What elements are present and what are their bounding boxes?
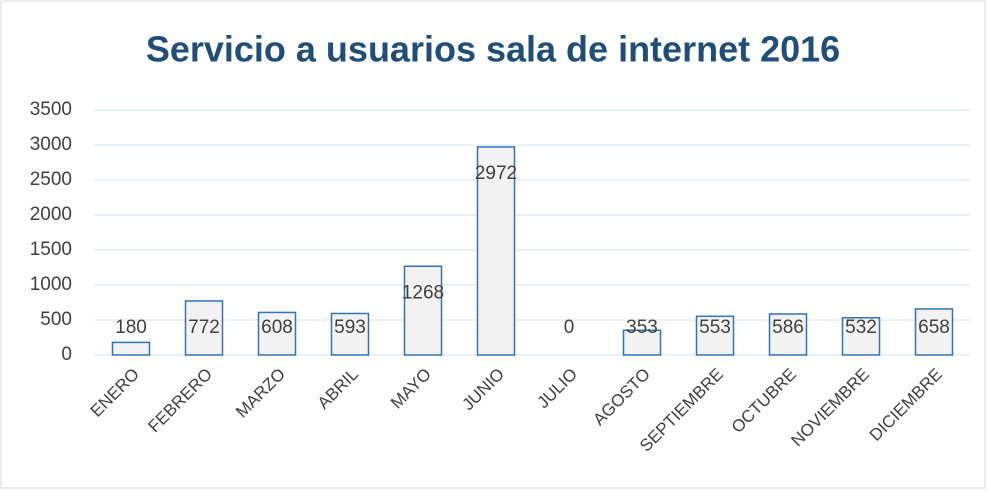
bar xyxy=(914,308,954,356)
y-tick-label: 2000 xyxy=(30,204,72,225)
y-tick-label: 1000 xyxy=(30,274,72,295)
bar xyxy=(768,313,808,356)
data-label: 532 xyxy=(845,317,877,338)
data-label: 0 xyxy=(564,317,575,338)
data-label: 658 xyxy=(918,317,950,338)
y-tick-label: 0 xyxy=(61,344,72,365)
bar xyxy=(111,341,151,356)
bar xyxy=(622,329,662,356)
y-tick-label: 3500 xyxy=(30,99,72,120)
chart-title: Servicio a usuarios sala de internet 201… xyxy=(146,29,840,70)
data-label: 180 xyxy=(115,317,147,338)
y-tick-label: 500 xyxy=(40,309,72,330)
bar xyxy=(841,317,881,356)
bar xyxy=(403,265,443,356)
data-label: 553 xyxy=(699,317,731,338)
data-label: 772 xyxy=(188,317,220,338)
data-label: 2972 xyxy=(475,163,517,184)
bar xyxy=(184,300,224,356)
y-tick-label: 2500 xyxy=(30,169,72,190)
y-tick-label: 3000 xyxy=(30,134,72,155)
bar xyxy=(695,315,735,356)
data-label: 586 xyxy=(772,317,804,338)
bar xyxy=(476,146,516,356)
data-label: 353 xyxy=(626,317,658,338)
y-tick-label: 1500 xyxy=(30,239,72,260)
data-label: 608 xyxy=(261,317,293,338)
bar xyxy=(257,311,297,356)
data-label: 593 xyxy=(334,317,366,338)
data-label: 1268 xyxy=(402,282,444,303)
bar xyxy=(330,312,370,356)
